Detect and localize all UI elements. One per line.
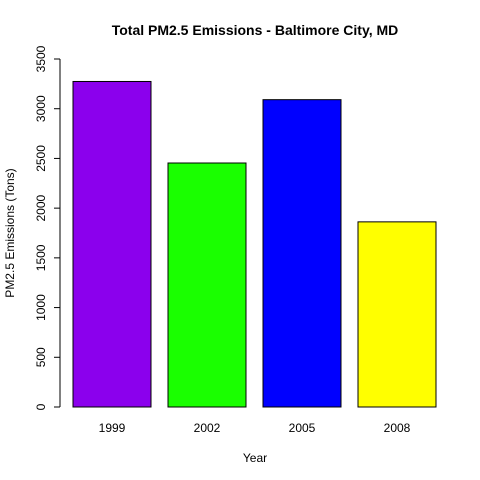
chart-title: Total PM2.5 Emissions - Baltimore City, …: [112, 22, 399, 38]
x-axis-tick-labels: 1999 2002 2005 2008: [99, 421, 411, 435]
bar-series: [72, 80, 437, 408]
bar-2002: [167, 162, 247, 408]
y-tick-label: 1000: [34, 294, 48, 321]
bar-1999: [72, 80, 152, 408]
y-tick-label: 3500: [34, 45, 48, 72]
y-axis: 0 500 1000 1500 2000 2500 3000 3500: [34, 45, 61, 410]
y-tick-label: 500: [34, 347, 48, 367]
x-tick-label-2005: 2005: [289, 421, 316, 435]
bar-2005: [262, 99, 342, 408]
bar-2008: [357, 221, 437, 408]
x-tick-label-2002: 2002: [194, 421, 221, 435]
x-tick-label-2008: 2008: [384, 421, 411, 435]
y-axis-label: PM2.5 Emissions (Tons): [3, 168, 17, 297]
y-tick-label: 3000: [34, 95, 48, 122]
x-axis-label: Year: [243, 451, 267, 465]
y-tick-label: 0: [34, 403, 48, 410]
y-tick-label: 2000: [34, 194, 48, 221]
y-tick-label: 2500: [34, 145, 48, 172]
y-axis-ticks: 0 500 1000 1500 2000 2500 3000 3500: [34, 45, 60, 410]
x-tick-label-1999: 1999: [99, 421, 126, 435]
y-tick-label: 1500: [34, 244, 48, 271]
